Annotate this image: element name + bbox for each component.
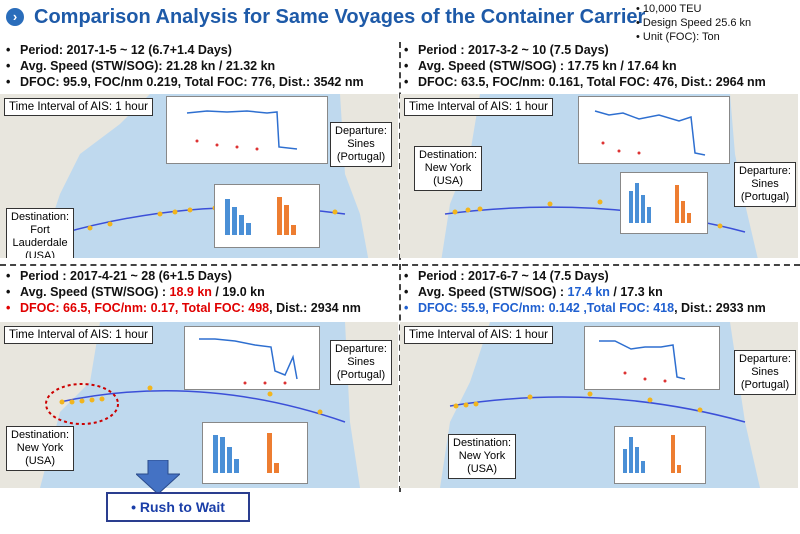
spec-unit: • Unit (FOC): Ton — [636, 31, 720, 43]
page-title: Comparison Analysis for Same Voyages of … — [34, 6, 646, 28]
speed-chart — [166, 96, 328, 164]
foc-suffix: , Dist.: 2933 nm — [674, 301, 766, 315]
foc-highlight: DFOC: 66.5, FOC/nm: 0.17, Total FOC: 498 — [20, 301, 270, 315]
route-map: Time Interval of AIS: 1 hour Destination… — [0, 322, 398, 488]
voyage-info: • Period: 2017-1-5 ~ 12 (6.7+1.4 Days) • A… — [6, 43, 364, 89]
period-text: Period : 2017-6-7 ~ 14 (7.5 Days) — [418, 269, 609, 283]
voyage-info: • Period : 2017-6-7 ~ 14 (7.5 Days) • Avg.… — [404, 269, 766, 315]
departure-callout: Departure: Sines (Portugal) — [734, 350, 796, 395]
destination-callout: Destination: Fort Lauderdale (USA) — [6, 208, 75, 258]
foc-text: DFOC: 63.5, FOC/nm: 0.161, Total FOC: 47… — [418, 75, 766, 89]
destination-callout: Destination: New York (USA) — [448, 434, 517, 479]
spec-teu: • 10,000 TEU — [636, 3, 702, 15]
ais-interval-label: Time Interval of AIS: 1 hour — [4, 98, 153, 116]
title-chevron-icon: › — [6, 8, 24, 26]
route-map: Time Interval of AIS: 1 hour Destination… — [0, 94, 398, 258]
route-map: Time Interval of AIS: 1 hour Destination… — [400, 322, 798, 488]
down-arrow-icon — [136, 460, 180, 494]
voyage-info: • Period : 2017-4-21 ~ 28 (6+1.5 Days) • A… — [6, 269, 361, 315]
speed-text: Avg. Speed (STW/SOG) : — [418, 285, 568, 299]
histogram-pair — [202, 422, 308, 484]
speed-text: Avg. Speed (STW/SOG) : 17.75 kn / 17.64 … — [418, 59, 677, 73]
voyage-panel-3: • Period : 2017-4-21 ~ 28 (6+1.5 Days) • A… — [0, 268, 400, 488]
speed-chart — [184, 326, 320, 390]
voyage-panel-4: • Period : 2017-6-7 ~ 14 (7.5 Days) • Avg.… — [400, 268, 800, 488]
period-text: Period : 2017-3-2 ~ 10 (7.5 Days) — [418, 43, 609, 57]
departure-callout: Departure: Sines (Portugal) — [330, 122, 392, 167]
period-text: Period : 2017-4-21 ~ 28 (6+1.5 Days) — [20, 269, 232, 283]
speed-suffix: / 17.3 kn — [609, 285, 663, 299]
vessel-specs: • 10,000 TEU • Design Speed 25.6 kn • Un… — [636, 2, 751, 44]
destination-callout: Destination: New York (USA) — [6, 426, 75, 471]
foc-highlight: DFOC: 55.9, FOC/nm: 0.142 ,Total FOC: 41… — [418, 301, 675, 315]
departure-callout: Departure: Sines (Portugal) — [734, 162, 796, 207]
speed-highlight: 18.9 kn — [169, 285, 212, 299]
departure-callout: Departure: Sines (Portugal) — [330, 340, 392, 385]
foc-suffix: , Dist.: 2934 nm — [269, 301, 361, 315]
speed-chart — [584, 326, 720, 390]
histogram-pair — [620, 172, 708, 234]
speed-text: Avg. Speed (STW/SOG) : — [20, 285, 170, 299]
speed-text: Avg. Speed (STW/SOG): 21.28 kn / 21.32 k… — [20, 59, 276, 73]
voyage-info: • Period : 2017-3-2 ~ 10 (7.5 Days) • Avg.… — [404, 43, 766, 89]
ais-interval-label: Time Interval of AIS: 1 hour — [404, 98, 553, 116]
divider-vertical — [399, 42, 401, 492]
histogram-pair — [214, 184, 320, 248]
spec-design-speed: • Design Speed 25.6 kn — [636, 17, 752, 29]
destination-callout: Destination: New York (USA) — [414, 146, 483, 191]
ais-interval-label: Time Interval of AIS: 1 hour — [4, 326, 153, 344]
speed-suffix: / 19.0 kn — [211, 285, 265, 299]
period-text: Period: 2017-1-5 ~ 12 (6.7+1.4 Days) — [20, 43, 232, 57]
divider-horizontal — [0, 264, 800, 266]
histogram-pair — [614, 426, 706, 484]
voyage-panel-2: • Period : 2017-3-2 ~ 10 (7.5 Days) • Avg.… — [400, 38, 800, 258]
foc-text: DFOC: 95.9, FOC/nm 0.219, Total FOC: 776… — [20, 75, 364, 89]
speed-highlight: 17.4 kn — [567, 285, 610, 299]
rush-to-wait-label: • Rush to Wait — [106, 492, 250, 522]
voyage-panel-1: • Period: 2017-1-5 ~ 12 (6.7+1.4 Days) • A… — [0, 38, 400, 258]
speed-chart — [578, 96, 730, 164]
route-map: Time Interval of AIS: 1 hour Destination… — [400, 94, 798, 258]
ais-interval-label: Time Interval of AIS: 1 hour — [404, 326, 553, 344]
